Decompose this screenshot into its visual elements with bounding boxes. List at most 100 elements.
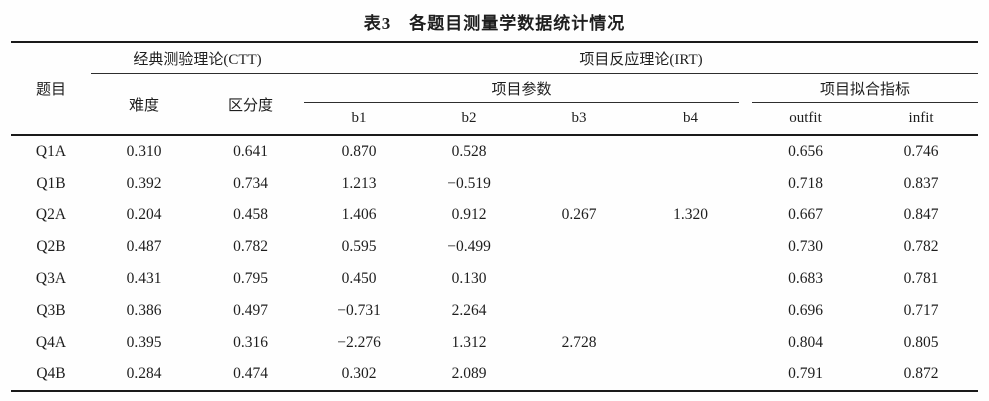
infit-value-cell: 0.805: [903, 333, 939, 351]
header-row-columns: b1 b2 b3 b4 outfit infit: [11, 103, 979, 136]
discrimination-value-cell: 0.316: [233, 333, 268, 351]
header-b4: b4: [634, 103, 748, 136]
b3-value-cell: [524, 168, 634, 200]
b1-value-cell: 0.302: [341, 365, 377, 383]
header-b1: b1: [304, 103, 415, 136]
b4-value-cell: [634, 359, 747, 391]
b2-value-cell: 1.312: [451, 333, 487, 351]
difficulty-value-cell: 0.395: [126, 333, 162, 351]
discrimination-value-cell: 0.497: [233, 301, 268, 319]
item-label-cell: Q1B: [36, 174, 66, 192]
outfit-value-cell: 0.683: [788, 270, 823, 288]
difficulty-value-cell: 0.431: [126, 270, 162, 288]
fit-indices-underline: 项目拟合指标: [752, 74, 979, 103]
discrimination-value-cell: 0.458: [233, 206, 268, 224]
item-label-cell: Q4A: [35, 333, 67, 351]
infit-value-cell: 0.837: [903, 174, 939, 192]
b4-value-cell: [634, 136, 747, 168]
header-outfit: outfit: [747, 103, 865, 136]
b1-value-cell: 0.450: [341, 270, 377, 288]
difficulty-value-cell: 0.284: [126, 365, 162, 383]
infit-value-cell: 0.847: [903, 206, 939, 224]
infit-value-cell: 0.717: [903, 301, 939, 319]
outfit-value-cell: 0.667: [788, 206, 823, 224]
header-discrimination: 区分度: [197, 74, 305, 136]
outfit-value-cell: 0.804: [788, 333, 823, 351]
table-row: Q4B 0.284 0.474 0.302 2.089 0.791 0.872: [11, 359, 978, 391]
item-label-cell: Q4B: [36, 365, 66, 383]
item-params-underline: 项目参数: [304, 74, 740, 103]
header-group-fit-indices: 项目拟合指标: [747, 74, 979, 103]
measurement-stats-table: 题目 经典测验理论(CTT) 项目反应理论(IRT) 难度 区分度 项目参数 项…: [11, 41, 979, 393]
discrimination-value-cell: 0.734: [233, 174, 268, 192]
table-row: Q1A 0.310 0.641 0.870 0.528 0.656 0.746: [11, 136, 978, 168]
item-label-cell: Q1A: [35, 142, 67, 160]
discrimination-value-cell: 0.474: [233, 365, 268, 383]
header-infit: infit: [864, 103, 979, 136]
b1-value-cell: −0.731: [337, 301, 381, 319]
b2-value-cell: 0.528: [451, 142, 487, 160]
b3-value-cell: 2.728: [561, 333, 597, 351]
b4-value-cell: [634, 231, 747, 263]
b3-value-cell: [524, 231, 634, 263]
outfit-value-cell: 0.696: [788, 301, 823, 319]
b2-value-cell: 2.264: [451, 301, 487, 319]
table-body: Q1A 0.310 0.641 0.870 0.528 0.656 0.746 Q1B 0.39…: [11, 136, 978, 390]
header-b2: b2: [414, 103, 525, 136]
header-group-item-params-label: 项目参数: [491, 81, 552, 98]
outfit-value-cell: 0.656: [788, 142, 823, 160]
table-row: Q2A 0.204 0.458 1.406 0.912 0.267 1.320 0.667 0.…: [11, 200, 978, 232]
b4-value-cell: [634, 168, 747, 200]
b1-value-cell: 1.213: [341, 174, 377, 192]
header-group-ctt: 经典测验理论(CTT): [91, 43, 305, 74]
b2-value-cell: 2.089: [451, 365, 487, 383]
b3-value-cell: [524, 359, 634, 391]
b1-value-cell: −2.276: [337, 333, 381, 351]
infit-value-cell: 0.781: [903, 270, 939, 288]
discrimination-value-cell: 0.641: [233, 142, 268, 160]
infit-value-cell: 0.872: [903, 365, 939, 383]
item-label-cell: Q2B: [36, 238, 66, 256]
table-row: Q4A 0.395 0.316 −2.276 1.312 2.728 0.804 0.805: [11, 327, 978, 359]
table-row: Q3B 0.386 0.497 −0.731 2.264 0.696 0.717: [11, 295, 978, 327]
header-group-irt: 项目反应理论(IRT): [304, 43, 979, 74]
outfit-value-cell: 0.730: [788, 238, 823, 256]
discrimination-value-cell: 0.782: [233, 238, 268, 256]
infit-value-cell: 0.782: [903, 238, 939, 256]
table-caption: 表3 各题目测量学数据统计情况: [363, 14, 626, 33]
item-label-cell: Q3B: [36, 301, 66, 319]
item-label-cell: Q3A: [35, 270, 67, 288]
b1-value-cell: 0.870: [341, 142, 377, 160]
infit-value-cell: 0.746: [903, 142, 939, 160]
item-label-cell: Q2A: [35, 206, 67, 224]
b1-value-cell: 1.406: [341, 206, 377, 224]
header-item-column: 题目: [11, 43, 91, 136]
b3-value-cell: [524, 295, 634, 327]
header-difficulty: 难度: [91, 74, 197, 136]
table-row: Q2B 0.487 0.782 0.595 −0.499 0.730 0.782: [11, 231, 978, 263]
difficulty-value-cell: 0.392: [126, 174, 162, 192]
b3-value-cell: 0.267: [561, 206, 597, 224]
outfit-value-cell: 0.791: [788, 365, 823, 383]
b4-value-cell: [634, 295, 747, 327]
header-group-item-params: 项目参数: [304, 74, 747, 103]
b2-value-cell: 0.130: [451, 270, 487, 288]
difficulty-value-cell: 0.310: [126, 142, 162, 160]
header-b3: b3: [524, 103, 635, 136]
difficulty-value-cell: 0.487: [126, 238, 162, 256]
header-group-fit-indices-label: 项目拟合指标: [820, 81, 911, 98]
difficulty-value-cell: 0.386: [126, 301, 162, 319]
header-row-groups: 题目 经典测验理论(CTT) 项目反应理论(IRT): [11, 43, 979, 136]
table-header: 题目 经典测验理论(CTT) 项目反应理论(IRT) 难度 区分度 项目参数 项…: [11, 43, 979, 136]
table-row: Q1B 0.392 0.734 1.213 −0.519 0.718 0.837: [11, 168, 978, 200]
b1-value-cell: 0.595: [341, 238, 377, 256]
b4-value-cell: [634, 327, 747, 359]
difficulty-value-cell: 0.204: [126, 206, 162, 224]
b3-value-cell: [524, 136, 634, 168]
b3-value-cell: [524, 263, 634, 295]
header-row-subgroups: 难度 区分度 项目参数 项目拟合指标: [11, 74, 979, 136]
b2-value-cell: −0.499: [447, 238, 491, 256]
b2-value-cell: 0.912: [451, 206, 487, 224]
outfit-value-cell: 0.718: [788, 174, 823, 192]
